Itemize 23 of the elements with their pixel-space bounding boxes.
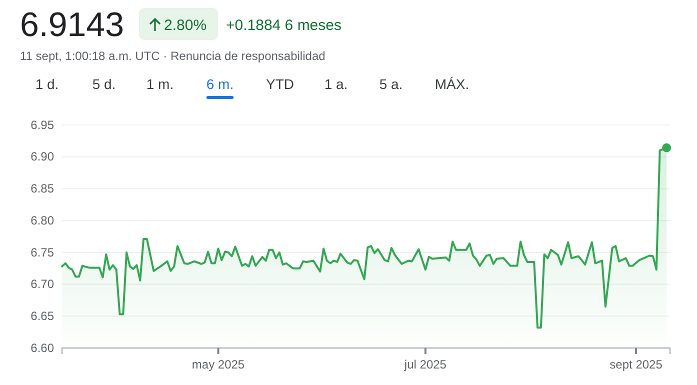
text: MÁX.	[434, 76, 470, 92]
x-tick-label: may 2025	[192, 358, 245, 372]
text: 1 a.	[324, 76, 348, 92]
text: 6 m.	[206, 76, 234, 92]
text: YTD	[266, 76, 294, 92]
y-tick-label: 6.65	[30, 308, 54, 323]
text: 1 m.	[146, 76, 174, 92]
y-tick-label: 6.90	[30, 150, 54, 164]
text: +0.1884 6 meses	[226, 17, 342, 34]
x-tick-label: jul 2025	[403, 358, 447, 372]
text: 5 a.	[379, 76, 403, 92]
text: 1 d.	[35, 76, 59, 92]
text: 2.80%	[164, 17, 207, 34]
y-tick-label: 6.60	[30, 340, 54, 355]
chart-title: 6.9143	[20, 6, 124, 44]
y-tick-label: 6.75	[30, 245, 54, 260]
y-tick-label: 6.85	[30, 182, 54, 196]
y-tick-label: 6.95	[30, 118, 54, 132]
y-tick-label: 6.80	[30, 213, 54, 228]
x-tick-label: sept 2025	[610, 358, 663, 372]
text: 5 d.	[92, 76, 116, 92]
y-tick-label: 6.70	[30, 277, 54, 292]
chart-subtitle: 11 sept, 1:00:18 a.m. UTC · Renuncia de responsabilidad	[20, 49, 326, 63]
